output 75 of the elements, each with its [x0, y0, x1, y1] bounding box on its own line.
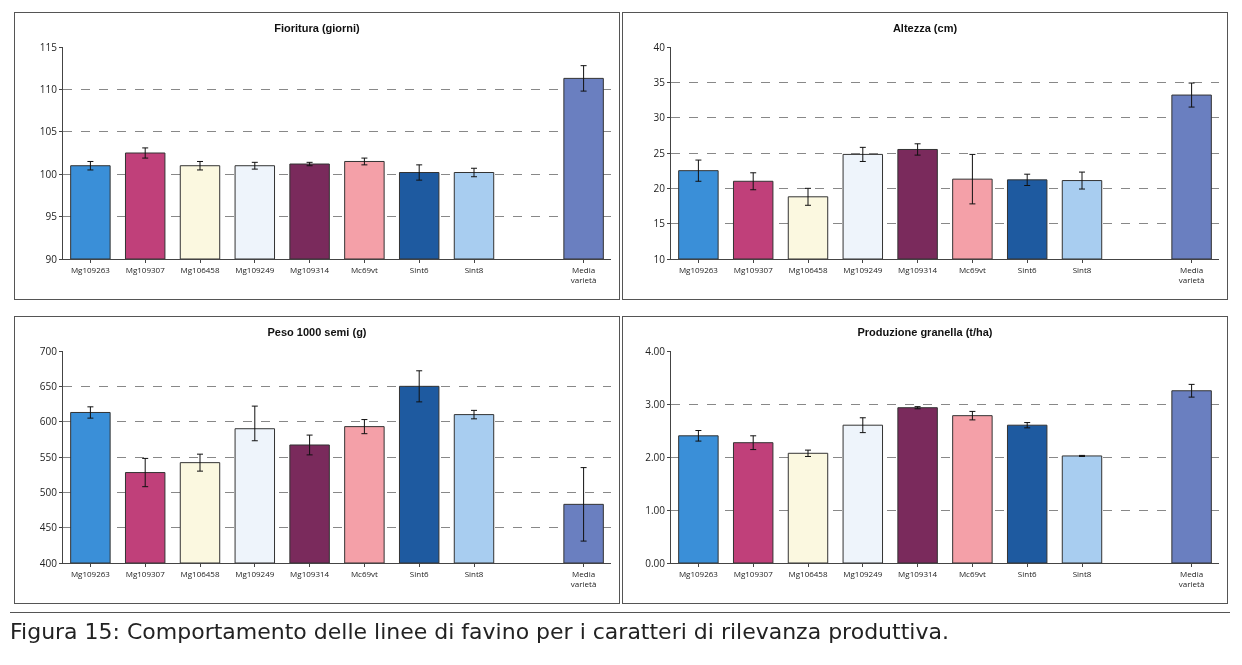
x-tick-label: Mg106458 [180, 263, 220, 275]
chart-title: Peso 1000 semi (g) [267, 326, 367, 339]
y-tick-label: 105 [39, 124, 58, 139]
y-tick-label: 15 [653, 216, 666, 231]
x-tick-label: Sint8 [464, 567, 484, 579]
chart-title: Fioritura (giorni) [274, 22, 361, 35]
x-tick-label: Mg106458 [788, 567, 828, 579]
y-tick-label: 500 [39, 484, 58, 499]
bar [787, 452, 829, 563]
y-tick-label: 4.00 [645, 343, 666, 358]
x-tick-label: Mg109314 [898, 567, 938, 579]
y-tick-label: 95 [45, 209, 58, 224]
x-tick-label: Mg109249 [235, 263, 275, 275]
x-tick-label: Mg109307 [733, 567, 774, 579]
y-tick-label: 3.00 [645, 396, 666, 411]
bar [952, 415, 993, 563]
x-tick-label: Sint8 [1072, 263, 1092, 275]
bar [842, 424, 884, 563]
bar [1061, 455, 1103, 563]
x-tick-label: Mg109263 [678, 263, 719, 275]
bar [897, 407, 938, 563]
y-tick-label: 1.00 [645, 502, 666, 517]
y-tick-label: 110 [39, 81, 58, 96]
x-tick-label: Sint6 [1017, 567, 1037, 579]
x-tick-label: Mg109263 [70, 567, 111, 579]
x-tick-label: Mg109249 [843, 567, 883, 579]
x-tick-label: Mc69vt [958, 263, 987, 275]
x-tick-label: Mg109314 [290, 263, 330, 275]
bar [1171, 390, 1212, 563]
y-tick-label: 700 [39, 343, 58, 358]
x-tick-label: Mc69vt [350, 567, 379, 579]
x-tick-label: Mg109307 [125, 567, 166, 579]
y-tick-label: 0.00 [645, 555, 666, 570]
x-tick-label: Mg109307 [125, 263, 166, 275]
y-tick-label: 650 [39, 378, 58, 393]
x-tick-label: Sint6 [1017, 263, 1037, 275]
x-tick-label: Sint8 [464, 263, 484, 275]
x-tick-label: Mg109314 [898, 263, 938, 275]
y-tick-label: 550 [39, 449, 58, 464]
y-tick-label: 600 [39, 414, 58, 429]
x-tick-label: Mg109249 [843, 263, 883, 275]
y-tick-label: 2.00 [645, 449, 666, 464]
x-tick-label: Mc69vt [350, 263, 379, 275]
x-tick-label: Media varietà [570, 263, 597, 285]
x-tick-label: Mg109314 [290, 567, 330, 579]
y-tick-label: 400 [39, 555, 58, 570]
x-tick-label: Mg106458 [180, 567, 220, 579]
x-tick-label: Mg109263 [678, 567, 719, 579]
x-tick-label: Media varietà [570, 567, 597, 589]
bar [732, 442, 774, 563]
chart-title: Altezza (cm) [892, 22, 958, 35]
chart-title: Produzione granella (t/ha) [857, 326, 993, 339]
bar [678, 435, 719, 563]
x-tick-label: Mg109263 [70, 263, 111, 275]
x-tick-label: Sint6 [409, 567, 429, 579]
y-tick-label: 90 [45, 251, 58, 266]
x-tick-label: Mg109249 [235, 567, 275, 579]
y-tick-label: 25 [653, 145, 666, 160]
y-tick-label: 450 [39, 520, 58, 535]
y-tick-label: 20 [653, 180, 666, 195]
bar [1006, 424, 1048, 563]
x-tick-label: Mg109307 [733, 263, 774, 275]
x-tick-label: Mg106458 [788, 263, 828, 275]
text: Figura 15: Comportamento delle linee di favino per i caratteri di rilevanza produttiva. [10, 612, 1230, 644]
y-tick-label: 115 [39, 39, 58, 54]
x-tick-label: Mc69vt [958, 567, 987, 579]
y-tick-label: 35 [653, 74, 666, 89]
x-tick-label: Sint8 [1072, 567, 1092, 579]
y-tick-label: 100 [39, 166, 58, 181]
y-tick-label: 40 [653, 39, 666, 54]
y-tick-label: 10 [653, 251, 666, 266]
x-tick-label: Sint6 [409, 263, 429, 275]
x-tick-label: Media varietà [1178, 263, 1205, 285]
y-tick-label: 30 [653, 110, 666, 125]
x-tick-label: Media varietà [1178, 567, 1205, 589]
